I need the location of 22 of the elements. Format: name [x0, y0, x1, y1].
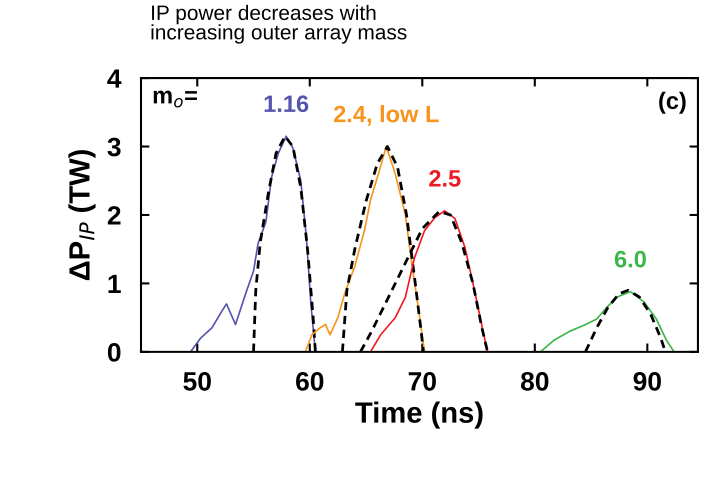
x-axis-title: Time (ns) — [355, 401, 483, 429]
x-tick-label: 70 — [408, 372, 436, 391]
x-tick-label: 50 — [183, 372, 211, 391]
annotation: (c) — [659, 92, 686, 114]
x-tick-label: 80 — [520, 372, 548, 391]
chart-title: IP power decreases with increasing outer array mass — [152, 4, 406, 44]
x-tick-label: 90 — [634, 372, 661, 391]
y-tick-label: 2 — [108, 206, 120, 225]
line-series — [304, 146, 426, 352]
series-label: 6.0 — [614, 250, 646, 268]
series-label: 1.16 — [264, 95, 308, 112]
x-tick-label: 60 — [296, 372, 324, 391]
y-tick-label: 4 — [107, 69, 122, 88]
annotation: m$_{o}$= — [154, 90, 197, 108]
y-tick-label: 3 — [107, 138, 121, 156]
series-label: 2.5 — [429, 170, 461, 187]
line-series — [190, 135, 316, 352]
series-label: 2.4, low L — [334, 105, 439, 126]
line-series — [540, 290, 674, 352]
y-tick-label: 1 — [108, 274, 121, 293]
y-axis-title: ΔP$_{IP}$ (TW) — [68, 150, 96, 280]
y-tick-label: 0 — [108, 342, 120, 362]
